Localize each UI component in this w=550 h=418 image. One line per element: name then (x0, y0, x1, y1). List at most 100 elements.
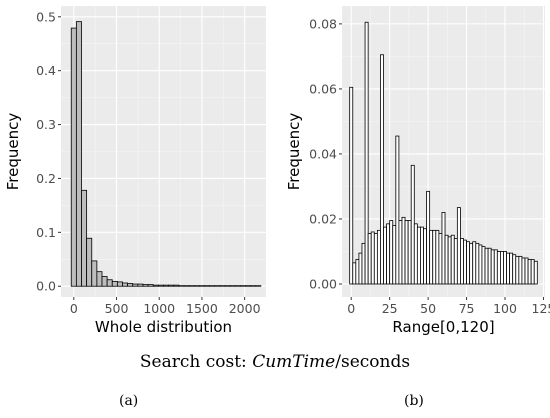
histogram-bar (106, 279, 113, 287)
x-axis-title: Whole distribution (95, 318, 232, 336)
histogram-bar (407, 220, 412, 285)
x-tick-label: 0 (70, 301, 78, 316)
histogram-bar (364, 21, 369, 285)
histogram-bar (132, 283, 139, 287)
histogram-bar (478, 244, 483, 285)
x-axis-title: Range[0,120] (392, 318, 494, 336)
histogram-bar (438, 233, 443, 285)
histogram-bar (214, 285, 221, 287)
histogram-bar (152, 284, 159, 287)
histogram-bar (204, 285, 211, 287)
histogram-bar (355, 259, 360, 285)
histogram-bar (487, 247, 492, 285)
histogram-bar (70, 27, 77, 287)
histogram-bar (506, 252, 511, 285)
histogram-bar (358, 252, 363, 285)
histogram-bar (515, 255, 520, 285)
histogram-bar (395, 135, 400, 285)
y-tick-label: 0.4 (36, 63, 56, 78)
histogram-bar (250, 285, 257, 287)
histogram-bar (401, 216, 406, 285)
histogram-bar (456, 207, 461, 285)
histogram-bar (484, 247, 489, 285)
histogram-bar (111, 280, 118, 287)
histogram-bar (245, 285, 252, 287)
histogram-bar (96, 271, 103, 287)
histogram-bar (460, 238, 464, 285)
x-tick-label: 125 (532, 301, 550, 316)
histogram-bar (420, 226, 424, 285)
x-tick-label: 1000 (143, 301, 175, 316)
y-axis-title: Frequency (4, 113, 22, 191)
histogram-bar (75, 21, 82, 287)
x-tick-label: 100 (493, 301, 517, 316)
histogram-bar (398, 220, 403, 285)
histogram-bar (209, 285, 216, 287)
y-tick-label: 0.5 (36, 9, 56, 24)
histogram-bar (416, 226, 421, 285)
histogram-bar (81, 189, 88, 287)
histogram-bar (423, 228, 427, 285)
histogram-bar (429, 229, 434, 285)
panel-label-b: (b) (404, 393, 424, 409)
histogram-bar (163, 284, 170, 287)
histogram-bar (435, 229, 440, 285)
histogram-bar (198, 285, 205, 287)
histogram-bar (376, 229, 381, 285)
histogram-bar (234, 285, 241, 287)
y-tick-label: 0.04 (309, 146, 337, 161)
histogram-bar (193, 285, 200, 287)
histogram-bar (410, 164, 415, 285)
histogram-bar (380, 54, 384, 285)
histogram-bar (447, 236, 452, 285)
histogram-bar (383, 226, 387, 285)
histogram-bar (116, 281, 123, 287)
histogram-bar (490, 249, 495, 285)
histogram-bar (157, 284, 164, 287)
histogram-bar (386, 223, 391, 285)
chart-b: 0 25 50 75 100 125 0.00 0.02 0.04 0.06 0.08 Range[0… (285, 6, 550, 336)
histogram-bar (101, 276, 108, 287)
histogram-bar (453, 238, 458, 285)
histogram-bar (413, 223, 418, 285)
histogram-bar (188, 285, 195, 287)
y-tick-label: 0.08 (309, 16, 337, 31)
y-tick-label: 0.02 (309, 211, 337, 226)
x-tick-label: 75 (459, 301, 475, 316)
histogram-bar (147, 284, 154, 287)
histogram-bar (441, 212, 446, 285)
y-tick-label: 0.00 (309, 276, 337, 291)
y-axis-title: Frequency (285, 113, 303, 191)
histogram-bar (349, 86, 354, 285)
histogram-bar (481, 246, 486, 285)
histogram-bar (389, 220, 394, 285)
histogram-bar (509, 252, 514, 285)
histogram-bar (469, 242, 474, 285)
histogram-bar (426, 190, 431, 285)
histogram-bar (503, 251, 507, 285)
histogram-bar (183, 285, 190, 287)
y-tick-label: 0.0 (36, 279, 56, 294)
histogram-bar (533, 260, 538, 285)
histogram-bar (521, 257, 526, 285)
panel-label-a: (a) (119, 393, 139, 409)
histogram-bar (255, 285, 262, 287)
histogram-bar (524, 257, 529, 285)
histogram-bar (86, 237, 93, 287)
histogram-bar (352, 262, 357, 285)
histogram-bar (91, 260, 98, 287)
histogram-bar (404, 220, 409, 285)
histogram-bar (239, 285, 246, 287)
histogram-bar (122, 282, 129, 287)
chart-a: 0 500 1000 1500 2000 0.0 0.1 0.2 0.3 0.4 0.5 Whole … (4, 6, 266, 336)
caption-prefix: Search cost: (139, 352, 253, 372)
histogram-bar (370, 231, 375, 285)
histogram-bar (142, 284, 149, 287)
histogram-bar (512, 254, 517, 285)
histogram-bar (496, 251, 501, 285)
histogram-bar (127, 283, 134, 287)
histogram-bar (229, 285, 236, 287)
histogram-bar (173, 284, 180, 287)
x-tick-label: 25 (382, 301, 398, 316)
histogram-bar (432, 229, 437, 285)
